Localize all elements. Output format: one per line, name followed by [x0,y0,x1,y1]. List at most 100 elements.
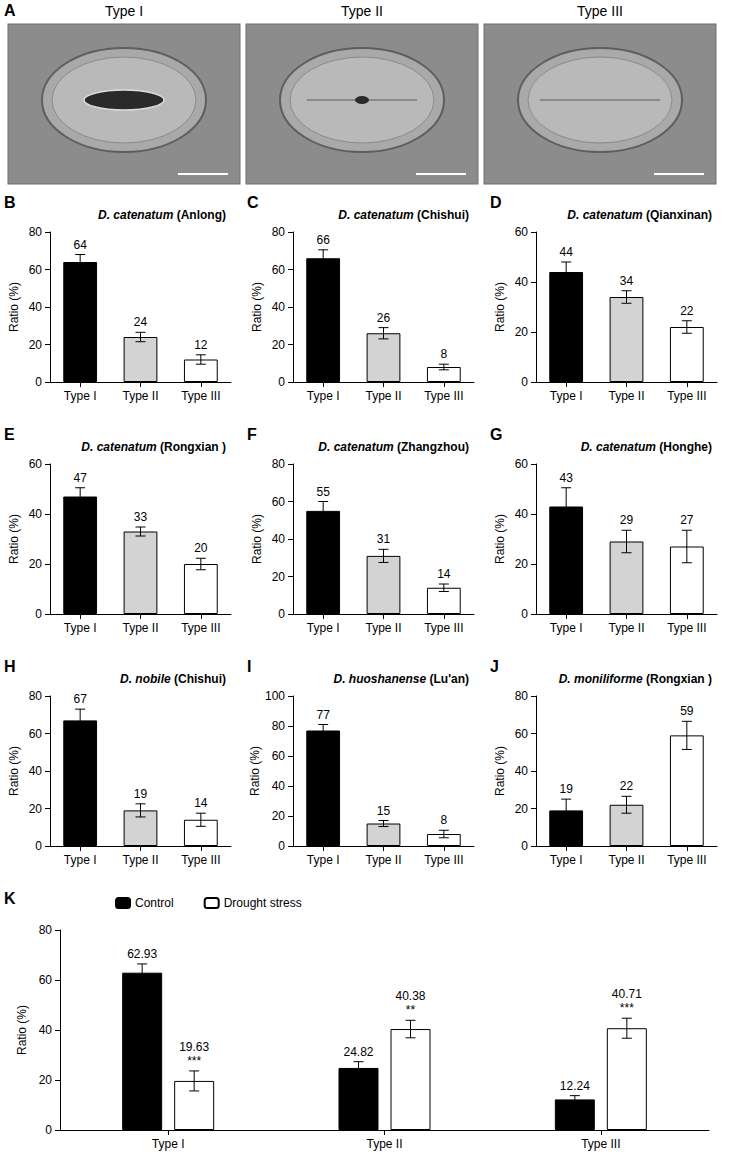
svg-text:Type I: Type I [550,853,583,867]
svg-text:20: 20 [29,802,43,816]
svg-text:Type III: Type III [181,389,220,403]
svg-text:0: 0 [278,839,285,853]
svg-text:60: 60 [272,263,286,277]
svg-text:Type II: Type II [608,389,644,403]
svg-text:D. catenatum: D. catenatum [581,440,657,454]
svg-text:64: 64 [73,238,87,252]
svg-text:Type I: Type I [307,389,340,403]
svg-text:Type III: Type III [667,853,706,867]
svg-text:Type I: Type I [105,3,143,19]
svg-text:12: 12 [194,338,208,352]
svg-text:31: 31 [377,532,391,546]
svg-text:15: 15 [377,804,391,818]
svg-text:20: 20 [272,338,286,352]
svg-text:12.24: 12.24 [560,1079,590,1093]
svg-text:J: J [490,658,499,675]
svg-text:60: 60 [39,973,53,987]
svg-text:D. huoshanense: D. huoshanense [333,672,426,686]
svg-text:0: 0 [35,607,42,621]
svg-text:19.63: 19.63 [179,1040,209,1054]
svg-text:Ratio (%): Ratio (%) [250,282,264,332]
svg-text:62.93: 62.93 [127,947,157,961]
svg-text:Type I: Type I [550,389,583,403]
svg-text:Ratio (%): Ratio (%) [493,282,507,332]
svg-text:0: 0 [521,375,528,389]
svg-text:E: E [4,426,15,443]
svg-text:80: 80 [272,457,286,471]
svg-text:40: 40 [29,507,43,521]
svg-text:80: 80 [39,923,53,937]
svg-text:0: 0 [521,607,528,621]
svg-text:0: 0 [278,607,285,621]
svg-text:Type I: Type I [550,621,583,635]
svg-text:100: 100 [265,689,285,703]
svg-text:Type III: Type III [577,3,623,19]
svg-text:Type II: Type II [366,1137,402,1151]
svg-text:80: 80 [272,719,286,733]
svg-text:20: 20 [515,557,529,571]
svg-text:33: 33 [134,510,148,524]
svg-text:14: 14 [437,567,451,581]
svg-text:Type III: Type III [424,621,463,635]
svg-text:40: 40 [272,300,286,314]
svg-text:D. catenatum: D. catenatum [318,440,394,454]
svg-text:0: 0 [45,1123,52,1137]
svg-text:B: B [4,194,16,211]
svg-text:(Rongxian ): (Rongxian ) [160,440,226,454]
svg-text:40: 40 [515,275,529,289]
svg-text:20: 20 [515,802,529,816]
svg-text:Type II: Type II [122,621,158,635]
svg-text:60: 60 [515,727,529,741]
svg-text:Type III: Type III [181,853,220,867]
svg-text:0: 0 [35,375,42,389]
svg-text:59: 59 [680,704,694,718]
svg-text:C: C [247,194,259,211]
svg-text:Type II: Type II [341,3,383,19]
svg-text:22: 22 [680,304,694,318]
svg-text:40: 40 [29,300,43,314]
svg-text:(Anlong): (Anlong) [177,208,226,222]
svg-text:20: 20 [194,541,208,555]
svg-text:Type I: Type I [152,1137,185,1151]
svg-text:0: 0 [521,839,528,853]
svg-text:**: ** [406,1003,416,1017]
svg-text:K: K [4,890,16,907]
svg-text:Ratio (%): Ratio (%) [7,746,21,796]
svg-text:Ratio (%): Ratio (%) [7,514,21,564]
svg-text:80: 80 [29,689,43,703]
svg-text:Type I: Type I [64,389,97,403]
svg-text:24: 24 [134,315,148,329]
svg-text:19: 19 [559,782,573,796]
svg-text:D. moniliforme: D. moniliforme [559,672,643,686]
svg-text:Type II: Type II [608,853,644,867]
svg-text:60: 60 [29,727,43,741]
svg-text:34: 34 [620,274,634,288]
svg-text:Type II: Type II [365,621,401,635]
svg-text:Type II: Type II [608,621,644,635]
svg-text:Type III: Type III [424,853,463,867]
svg-text:80: 80 [272,225,286,239]
svg-text:40: 40 [515,764,529,778]
svg-text:Type II: Type II [365,389,401,403]
svg-text:(Qianxinan): (Qianxinan) [646,208,712,222]
svg-text:D. catenatum: D. catenatum [98,208,174,222]
svg-text:(Honghe): (Honghe) [659,440,712,454]
svg-text:Type III: Type III [181,621,220,635]
svg-text:40: 40 [29,764,43,778]
svg-text:20: 20 [39,1073,53,1087]
svg-text:(Chishui): (Chishui) [174,672,226,686]
svg-text:20: 20 [272,809,286,823]
svg-text:66: 66 [316,233,330,247]
svg-text:(Lu'an): (Lu'an) [429,672,469,686]
svg-text:D. catenatum: D. catenatum [567,208,643,222]
svg-text:60: 60 [29,457,43,471]
svg-text:44: 44 [559,245,573,259]
svg-text:80: 80 [515,689,529,703]
svg-text:Type III: Type III [424,389,463,403]
svg-text:8: 8 [440,813,447,827]
svg-text:0: 0 [278,375,285,389]
svg-text:55: 55 [316,485,330,499]
svg-text:Ratio (%): Ratio (%) [248,746,262,796]
svg-text:8: 8 [440,347,447,361]
svg-text:67: 67 [73,692,87,706]
